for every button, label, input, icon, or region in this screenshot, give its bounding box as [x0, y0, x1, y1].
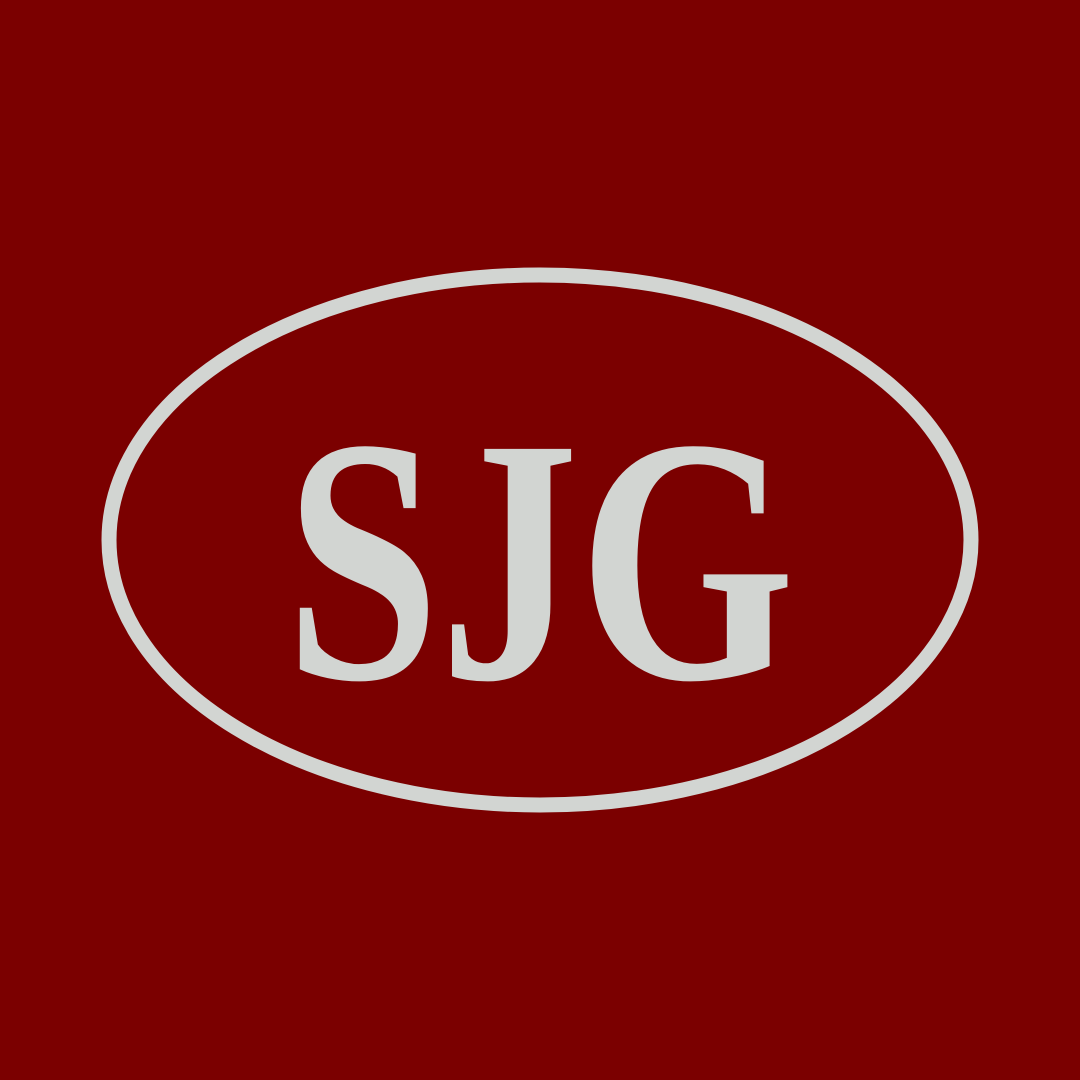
- logo-oval: [101, 267, 979, 813]
- monogram: SJG: [285, 366, 795, 754]
